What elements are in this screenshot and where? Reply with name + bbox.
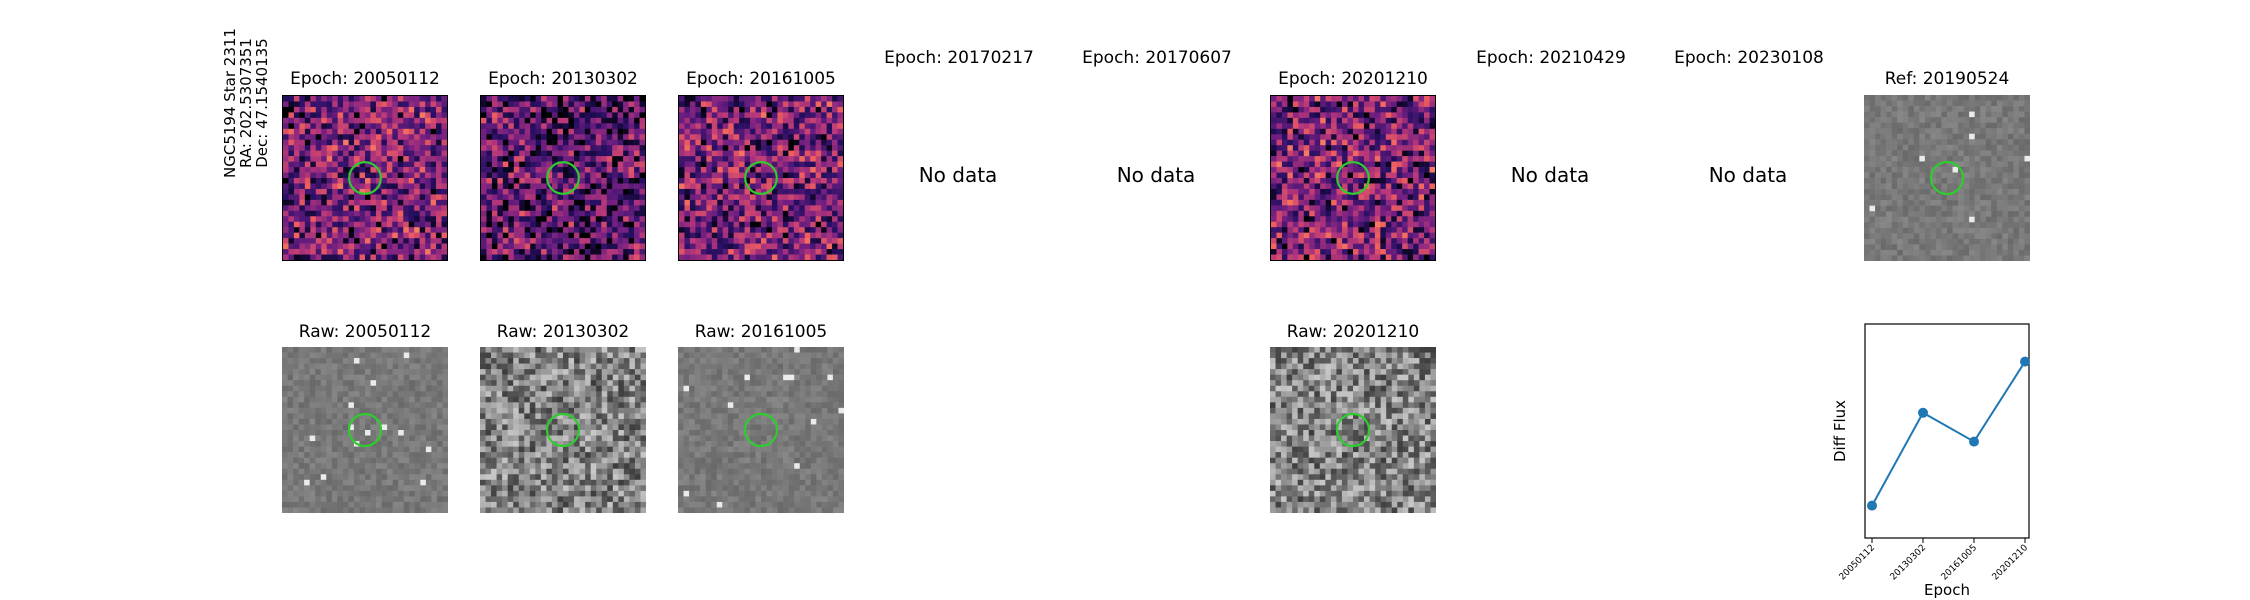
no-data-20230108: No data — [1708, 163, 1788, 187]
diff-image-20161005 — [678, 95, 844, 261]
x-tick-label: 20050112 — [1838, 543, 1877, 582]
aperture-circle — [546, 161, 580, 195]
raw-image-20161005 — [678, 347, 844, 513]
no-data-20210429: No data — [1510, 163, 1590, 187]
epoch-title-4: Epoch: 20170217 — [884, 48, 1034, 68]
y-axis-label: Diff Flux — [1831, 400, 1849, 462]
aperture-circle — [1929, 160, 1965, 196]
light-curve-point — [2020, 356, 2030, 367]
x-tick-label: 20201210 — [1991, 543, 2031, 583]
epoch-title-8: Epoch: 20230108 — [1674, 48, 1824, 68]
light-curve-point — [1969, 436, 1979, 447]
star-ra: RA: 202.5307351 — [237, 38, 255, 168]
light-curve-point — [1867, 500, 1877, 511]
raw-title-1: Raw: 20050112 — [298, 322, 432, 342]
x-axis-label: Epoch — [1924, 581, 1970, 599]
star-label: NGC5194 Star 2311 RA: 202.5307351 Dec: 4… — [221, 28, 271, 178]
epoch-title-2: Epoch: 20130302 — [488, 69, 638, 89]
epoch-title-1: Epoch: 20050112 — [290, 69, 440, 89]
diff-image-20201210 — [1270, 95, 1436, 261]
light-curve-line — [1871, 361, 2026, 507]
x-tick-label: 20161005 — [1940, 543, 1979, 582]
diff-image-svg — [1271, 96, 1435, 260]
diff-image-svg — [679, 96, 843, 260]
ref-image-20190524 — [1864, 95, 2030, 261]
diff-image-svg — [481, 96, 645, 260]
diff-image-20050112 — [282, 95, 448, 261]
raw-image-svg — [480, 347, 646, 513]
epoch-title-5: Epoch: 20170607 — [1082, 48, 1232, 68]
aperture-circle — [744, 161, 778, 195]
light-curve-chart: 20050112 20130302 20161005 20201210 Diff Fl… — [1831, 323, 2031, 599]
raw-image-20130302 — [480, 347, 646, 513]
light-curve-ticks: 20050112 20130302 20161005 20201210 — [1838, 538, 2031, 583]
raw-image-svg — [282, 347, 448, 513]
diff-image-20130302 — [480, 95, 646, 261]
raw-image-svg — [678, 347, 844, 513]
epoch-title-6: Epoch: 20201210 — [1278, 69, 1428, 89]
aperture-circle — [743, 412, 779, 448]
raw-title-4: Raw: 20201210 — [1286, 322, 1420, 342]
light-curve-frame — [1864, 323, 2030, 539]
raw-image-20050112 — [282, 347, 448, 513]
raw-image-svg — [1270, 347, 1436, 513]
raw-image-20201210 — [1270, 347, 1436, 513]
no-data-20170217: No data — [918, 163, 998, 187]
aperture-circle — [1336, 161, 1370, 195]
ref-title: Ref: 20190524 — [1884, 69, 2010, 89]
raw-title-3: Raw: 20161005 — [694, 322, 828, 342]
epoch-title-7: Epoch: 20210429 — [1476, 48, 1626, 68]
light-curve-point — [1918, 407, 1928, 418]
no-data-20170607: No data — [1116, 163, 1196, 187]
diff-image-svg — [283, 96, 447, 260]
aperture-circle — [545, 412, 581, 448]
star-name: NGC5194 Star 2311 — [221, 28, 239, 178]
raw-title-2: Raw: 20130302 — [496, 322, 630, 342]
ref-image-svg — [1864, 95, 2030, 261]
star-dec: Dec: 47.1540135 — [253, 38, 271, 168]
aperture-circle — [1335, 412, 1371, 448]
aperture-circle — [347, 412, 383, 448]
epoch-title-3: Epoch: 20161005 — [686, 69, 836, 89]
aperture-circle — [348, 161, 382, 195]
x-tick-label: 20130302 — [1889, 543, 1928, 582]
light-curve-marks — [1867, 356, 2030, 511]
